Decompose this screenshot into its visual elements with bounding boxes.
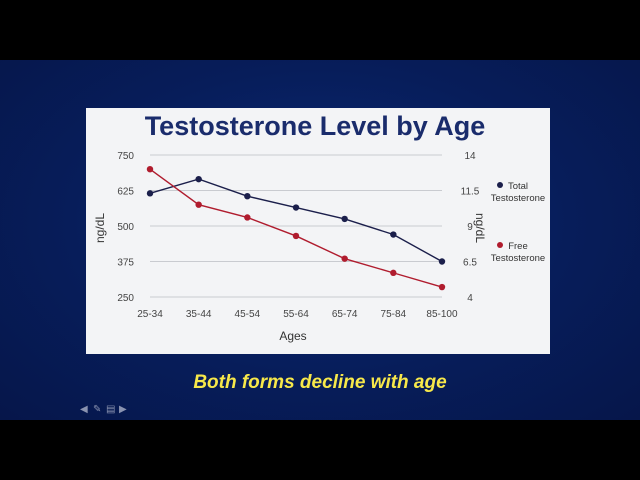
data-point bbox=[292, 204, 300, 211]
next-icon[interactable]: ▶ bbox=[119, 404, 127, 415]
legend-entry: Total Testosterone bbox=[491, 181, 545, 204]
data-point bbox=[341, 215, 348, 223]
slide-caption: Both forms decline with age bbox=[193, 372, 447, 393]
data-point bbox=[244, 214, 251, 221]
y2-axis-label: ng/dL bbox=[473, 213, 487, 243]
x-tick-label: 85-100 bbox=[426, 309, 458, 320]
pen-icon[interactable]: ✎ bbox=[93, 404, 102, 415]
data-point bbox=[195, 175, 202, 183]
y-tick-label: 750 bbox=[117, 151, 134, 162]
x-tick-label: 55-64 bbox=[283, 309, 309, 320]
legend-marker bbox=[497, 182, 503, 188]
legend-marker bbox=[497, 242, 503, 248]
x-tick-label: 65-74 bbox=[332, 309, 358, 320]
data-point bbox=[146, 190, 154, 197]
chart-title: Testosterone Level by Age bbox=[145, 111, 486, 141]
y-tick-label: 500 bbox=[117, 222, 134, 233]
y2-tick-label: 11.5 bbox=[461, 187, 480, 198]
data-point bbox=[438, 283, 446, 291]
x-tick-label: 45-54 bbox=[235, 309, 261, 320]
series-line bbox=[149, 178, 443, 263]
data-point bbox=[146, 166, 154, 173]
data-point bbox=[244, 192, 251, 200]
series-line bbox=[149, 168, 443, 288]
x-tick-label: 25-34 bbox=[137, 309, 163, 320]
y2-tick-label: 14 bbox=[464, 151, 476, 162]
y2-tick-label: 4 bbox=[467, 293, 473, 304]
legend-entry: Free Testosterone bbox=[491, 241, 545, 264]
chart-panel: Testosterone Level by Age ng/dL ng/dL Ag… bbox=[86, 108, 550, 354]
data-point bbox=[390, 231, 397, 238]
y-tick-label: 625 bbox=[117, 187, 134, 198]
y-tick-label: 250 bbox=[117, 293, 134, 304]
data-point bbox=[292, 232, 300, 240]
line-chart: Testosterone Level by Age ng/dL ng/dL Ag… bbox=[93, 111, 545, 343]
slide-nav-controls: ◀ ✎ ▤ ▶ bbox=[80, 405, 129, 419]
menu-icon[interactable]: ▤ bbox=[106, 404, 116, 415]
y-tick-label: 375 bbox=[117, 258, 134, 269]
x-tick-label: 75-84 bbox=[381, 309, 407, 320]
y2-tick-label: 9 bbox=[467, 222, 473, 233]
y2-tick-label: 6.5 bbox=[463, 258, 477, 269]
x-tick-label: 35-44 bbox=[186, 309, 212, 320]
data-point bbox=[390, 269, 397, 277]
x-axis-label: Ages bbox=[279, 329, 306, 343]
data-point bbox=[438, 258, 446, 265]
data-point bbox=[341, 255, 348, 262]
data-point bbox=[195, 201, 202, 208]
previous-icon[interactable]: ◀ bbox=[80, 404, 88, 415]
y-axis-label: ng/dL bbox=[93, 213, 107, 243]
